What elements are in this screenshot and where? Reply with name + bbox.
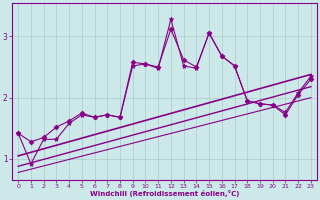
X-axis label: Windchill (Refroidissement éolien,°C): Windchill (Refroidissement éolien,°C) [90,190,239,197]
